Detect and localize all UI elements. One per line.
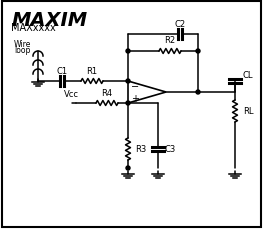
- Circle shape: [126, 166, 130, 170]
- Circle shape: [196, 50, 200, 54]
- Circle shape: [196, 91, 200, 95]
- Text: MAXIM: MAXIM: [12, 11, 88, 30]
- Circle shape: [126, 80, 130, 84]
- Circle shape: [126, 50, 130, 54]
- Text: +: +: [131, 94, 139, 104]
- Text: C2: C2: [174, 20, 186, 29]
- Text: R2: R2: [164, 36, 176, 45]
- Text: R1: R1: [87, 67, 98, 76]
- Text: C1: C1: [57, 67, 68, 76]
- Circle shape: [126, 101, 130, 106]
- Text: RL: RL: [243, 107, 254, 116]
- Text: Vcc: Vcc: [63, 90, 78, 98]
- Text: −: −: [131, 82, 139, 92]
- Text: Wire: Wire: [14, 40, 31, 49]
- Text: CL: CL: [243, 71, 254, 80]
- Text: C3: C3: [165, 145, 176, 154]
- FancyBboxPatch shape: [2, 2, 261, 227]
- Text: R3: R3: [135, 145, 146, 154]
- Text: MAXxxxx: MAXxxxx: [11, 23, 56, 33]
- Text: R4: R4: [102, 89, 113, 98]
- Text: loop: loop: [14, 46, 30, 55]
